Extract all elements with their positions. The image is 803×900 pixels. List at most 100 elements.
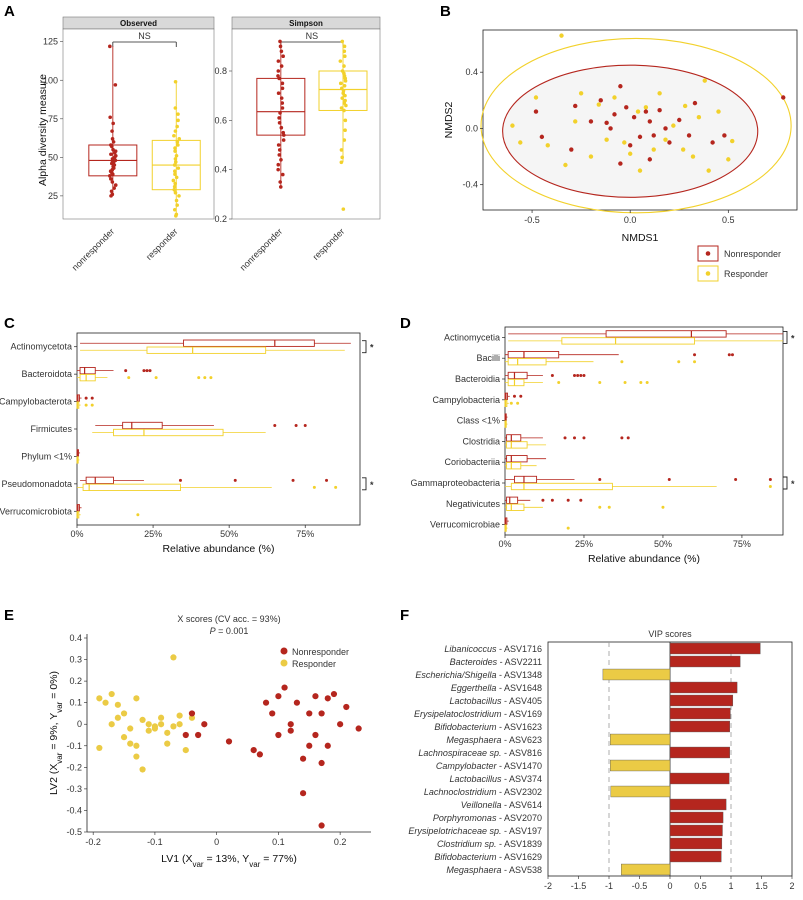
x-tick-label: -0.5 xyxy=(632,881,648,891)
significance-marker: * xyxy=(791,479,795,489)
data-point-nonresponder xyxy=(318,822,325,829)
asv-id: - ASV2211 xyxy=(497,657,542,667)
data-point-nonresponder xyxy=(651,133,656,138)
outlier-nonresponder xyxy=(579,498,583,502)
data-point-responder xyxy=(120,734,128,741)
data-point-nonresponder xyxy=(112,186,116,190)
data-point-responder xyxy=(175,203,179,207)
data-point-responder xyxy=(127,740,134,747)
data-point-responder xyxy=(643,105,649,110)
box-responder xyxy=(79,373,96,382)
data-point-nonresponder xyxy=(276,59,281,63)
significance-label: NS xyxy=(306,31,319,41)
data-point-nonresponder xyxy=(637,134,643,140)
data-point-responder xyxy=(133,753,140,760)
data-point-nonresponder xyxy=(280,172,285,177)
taxon-name: Lactobacillus xyxy=(449,696,502,706)
y-tick-label-actinomycetia: Actinomycetia xyxy=(444,332,500,342)
data-point-responder xyxy=(612,95,617,100)
asv-id: - ASV197 xyxy=(501,826,542,836)
box-nonresponder xyxy=(183,339,315,347)
vip-bar-responder xyxy=(610,733,671,746)
axis-title-lv1: LV1 (Xvar = 13%, Yvar = 77%) xyxy=(161,853,297,869)
axis-title-relative-abundance: Relative abundance (%) xyxy=(588,553,700,565)
outlier-nonresponder xyxy=(294,424,298,427)
data-point-responder xyxy=(114,701,121,708)
x-tick-label: -1 xyxy=(605,881,613,891)
data-point-nonresponder xyxy=(618,84,623,89)
data-point-responder xyxy=(343,118,348,123)
data-point-responder xyxy=(173,146,177,150)
facet-frame-simpson xyxy=(231,28,381,220)
data-point-responder xyxy=(173,79,178,84)
data-point-nonresponder xyxy=(722,133,727,138)
axis-title-part: var xyxy=(249,860,260,869)
data-point-responder xyxy=(671,123,676,128)
y-tick-label-bacteroidia: Bacteroidia xyxy=(455,374,500,384)
box-nonresponder xyxy=(85,476,114,485)
data-point-responder xyxy=(157,714,165,721)
data-point-nonresponder xyxy=(111,140,116,144)
taxon-name: Erysipelotrichaceae sp. xyxy=(408,826,501,836)
data-point-nonresponder xyxy=(612,112,617,117)
data-point-nonresponder xyxy=(355,725,362,732)
y-tick-label: -0.4 xyxy=(66,805,82,815)
x-tick-label: 0.5 xyxy=(694,881,707,891)
y-tick-label-phylum-1-: Phylum <1% xyxy=(21,451,72,461)
legend-dot-responder xyxy=(705,271,711,276)
data-point-nonresponder xyxy=(113,83,118,87)
taxon-name: Erysipelatoclostridium xyxy=(414,709,502,719)
data-point-responder xyxy=(170,723,177,730)
data-point-responder xyxy=(172,133,176,138)
y-tick-label-bacilli: Bacilli xyxy=(476,353,500,363)
significance-marker: * xyxy=(791,333,795,343)
vip-bar-nonresponder xyxy=(669,772,730,785)
taxon-name: Porphyromonas xyxy=(433,813,497,823)
data-point-nonresponder xyxy=(280,101,285,105)
y-tick-label: 0.3 xyxy=(69,655,82,665)
data-point-responder xyxy=(533,95,539,100)
outlier-nonresponder xyxy=(90,396,94,400)
x-tick-label: 0% xyxy=(498,539,511,549)
data-point-responder xyxy=(177,194,181,198)
y-tick-label: -0.5 xyxy=(66,827,82,837)
outlier-responder xyxy=(334,485,338,489)
p-value: = 0.001 xyxy=(216,626,249,636)
panel-label-e: E xyxy=(4,607,14,624)
x-tick-label: 75% xyxy=(296,529,314,539)
significance-bracket xyxy=(783,476,788,490)
data-point-responder xyxy=(108,721,115,728)
data-point-responder xyxy=(343,128,347,132)
data-point-nonresponder xyxy=(109,152,113,157)
data-point-responder xyxy=(173,160,178,164)
data-point-nonresponder xyxy=(110,180,115,184)
plot-title-vip-scores: VIP scores xyxy=(648,629,692,639)
data-point-nonresponder xyxy=(188,710,196,717)
outlier-nonresponder xyxy=(734,478,738,481)
data-point-responder xyxy=(127,725,134,732)
vip-bar-nonresponder xyxy=(669,824,723,837)
data-point-nonresponder xyxy=(667,140,672,145)
x-tick-label: 1 xyxy=(728,881,733,891)
y-tick-label-asv: Bacteroides - ASV2211 xyxy=(450,657,542,667)
data-point-nonresponder xyxy=(293,699,301,706)
outlier-responder xyxy=(516,401,520,405)
data-point-responder xyxy=(173,149,177,153)
data-point-nonresponder xyxy=(256,751,263,758)
outlier-nonresponder xyxy=(727,353,731,357)
data-point-nonresponder xyxy=(608,126,613,131)
axis-title-relative-abundance: Relative abundance (%) xyxy=(162,543,274,555)
taxon-name: Megasphaera xyxy=(446,735,501,745)
facet-title-observed: Observed xyxy=(120,19,157,28)
outlier-nonresponder xyxy=(620,436,624,440)
significance-bracket xyxy=(362,477,367,491)
data-point-nonresponder xyxy=(573,103,578,109)
data-point-nonresponder xyxy=(647,157,653,162)
y-tick-label-class-1-: Class <1% xyxy=(457,416,500,426)
data-point-responder xyxy=(157,721,165,728)
data-point-responder xyxy=(114,714,121,721)
data-point-responder xyxy=(563,162,568,168)
data-point-responder xyxy=(177,137,182,141)
data-point-responder xyxy=(342,44,347,49)
